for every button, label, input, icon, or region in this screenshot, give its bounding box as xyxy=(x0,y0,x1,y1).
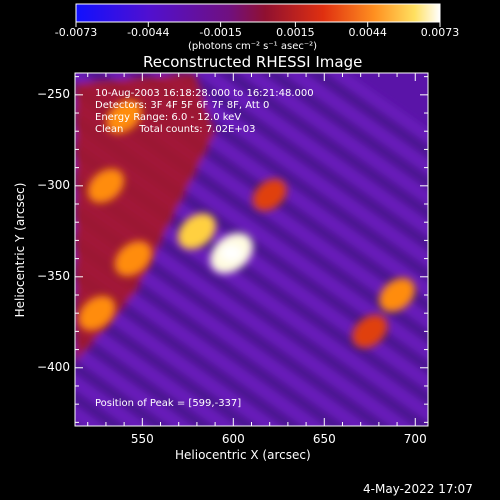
heatmap-source xyxy=(78,295,116,331)
heatmap-texture-band xyxy=(75,73,340,426)
heatmap-texture-band xyxy=(162,73,428,426)
annotation-detectors: Detectors: 3F 4F 5F 6F 7F 8F, Att 0 xyxy=(95,100,270,111)
y-tick-label: −300 xyxy=(37,177,70,192)
heatmap-texture-band xyxy=(75,73,428,426)
colorbar-unit-label: (photons cm⁻² s⁻¹ asec⁻²) xyxy=(188,41,318,52)
heatmap-texture-band xyxy=(75,73,252,426)
heatmap-source xyxy=(379,278,415,312)
x-tick-label: 700 xyxy=(403,432,427,446)
x-axis-label: Heliocentric X (arcsec) xyxy=(175,448,311,462)
annotation-energy-range: Energy Range: 6.0 - 12.0 keV xyxy=(95,112,242,123)
colorbar-tick-label: 0.0015 xyxy=(276,26,315,39)
y-tick-label: −400 xyxy=(37,359,70,374)
heatmap-source xyxy=(252,179,287,211)
footer-timestamp: 4-May-2022 17:07 xyxy=(363,482,473,496)
heatmap-texture-band xyxy=(75,73,362,426)
x-tick-label: 650 xyxy=(312,432,336,446)
colorbar-tick-label: -0.0044 xyxy=(127,26,170,39)
colorbar-tick-label: 0.0044 xyxy=(348,26,387,39)
heatmap-texture-band xyxy=(75,73,428,426)
heatmap-texture-band xyxy=(184,73,428,426)
heatmap-texture-band xyxy=(75,73,428,426)
heatmap-texture-band xyxy=(75,73,384,426)
heatmap-source xyxy=(87,168,125,203)
heatmap-source xyxy=(352,314,388,348)
heatmap-texture-band xyxy=(75,73,296,426)
heatmap-texture-band xyxy=(140,73,428,426)
y-axis-label: Heliocentric Y (arcsec) xyxy=(13,182,27,318)
x-tick-label: 550 xyxy=(130,432,154,446)
colorbar xyxy=(75,3,441,27)
heatmap-source xyxy=(114,241,152,277)
peak-position-label: Position of Peak = [599,-337] xyxy=(95,398,242,409)
heatmap-texture-band xyxy=(75,73,428,426)
heatmap-texture-band xyxy=(228,73,428,426)
heatmap-peak xyxy=(220,245,243,262)
heatmap-texture-band xyxy=(118,73,428,426)
heatmap-source xyxy=(106,99,142,134)
colorbar-tick-label: -0.0015 xyxy=(199,26,242,39)
x-tick-label: 600 xyxy=(221,432,245,446)
heatmap-texture-band xyxy=(75,73,428,426)
annotation-clean-counts: Clean Total counts: 7.02E+03 xyxy=(95,124,256,135)
chart-title: Reconstructed RHESSI Image xyxy=(143,53,363,71)
heatmap-texture-band xyxy=(250,73,428,426)
heatmap-source xyxy=(177,213,216,250)
colorbar-gradient xyxy=(75,3,441,23)
y-tick-label: −350 xyxy=(37,268,70,283)
heatmap-texture-band xyxy=(75,73,318,426)
heatmap-emission-region xyxy=(75,73,215,363)
colorbar-tick-label: -0.0073 xyxy=(54,26,98,39)
heatmap-texture-band xyxy=(206,73,428,426)
y-tick-label: −250 xyxy=(37,86,70,101)
annotation-time-range: 10-Aug-2003 16:18:28.000 to 16:21:48.000 xyxy=(95,88,314,99)
colorbar-tick-label: 0.0073 xyxy=(420,26,460,39)
heatmap-texture-band xyxy=(75,73,274,426)
